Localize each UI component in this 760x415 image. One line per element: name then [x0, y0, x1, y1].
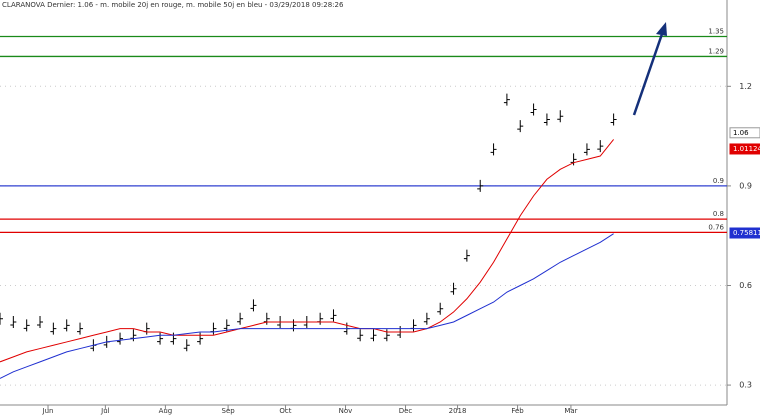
x-tick-label: Aug	[159, 407, 173, 415]
price-bar	[130, 329, 137, 342]
price-bar	[423, 312, 430, 325]
price-bar	[610, 113, 617, 126]
price-flag	[729, 227, 760, 239]
x-tick-label: Jun	[42, 407, 54, 415]
price-bar	[23, 319, 30, 332]
price-flag-label: 1.06	[733, 129, 749, 137]
level-label: 1.29	[708, 47, 724, 55]
moving-average	[0, 139, 615, 363]
price-bar	[37, 316, 44, 329]
x-tick-label: Mar	[564, 407, 577, 415]
level-label: 1.35	[708, 28, 724, 36]
price-bar	[530, 103, 537, 116]
y-tick-label: 0.6	[739, 281, 752, 290]
price-bar	[557, 110, 564, 123]
price-bar	[463, 249, 470, 262]
x-tick-label: Jul	[100, 407, 110, 415]
price-bar	[183, 339, 190, 352]
price-bar	[357, 329, 364, 342]
y-tick-label: 0.3	[739, 381, 752, 390]
price-bar	[383, 329, 390, 342]
y-tick-label: 0.9	[739, 181, 752, 190]
price-bar	[63, 319, 70, 332]
price-bar	[170, 332, 177, 345]
price-bar	[50, 322, 57, 335]
price-bar	[210, 322, 217, 335]
price-bar	[10, 316, 17, 329]
x-tick-label: 2018	[449, 407, 467, 415]
price-bar	[597, 140, 604, 153]
x-tick-label: Nov	[339, 407, 353, 415]
price-bar	[77, 322, 84, 335]
price-bar	[543, 113, 550, 126]
price-bar	[317, 312, 324, 325]
x-tick-label: Sep	[222, 407, 236, 415]
level-label: 0.76	[708, 223, 724, 231]
price-bar	[517, 120, 524, 133]
price-bar	[490, 143, 497, 156]
price-bar	[330, 309, 337, 322]
price-bar	[117, 332, 124, 345]
price-bar	[370, 329, 377, 342]
price-bar	[157, 332, 164, 345]
price-flag	[729, 143, 760, 155]
price-bar	[410, 319, 417, 332]
price-flag-label: 0.75811	[733, 229, 760, 237]
price-bar	[583, 143, 590, 156]
price-bar	[437, 302, 444, 315]
price-flag	[729, 127, 760, 139]
price-flag-label: 1.01124	[733, 145, 760, 153]
price-bar	[143, 322, 150, 335]
y-tick-label: 1.2	[739, 82, 752, 91]
price-bar	[290, 319, 297, 332]
price-bar	[0, 312, 3, 325]
price-bar	[237, 312, 244, 325]
moving-average	[0, 233, 614, 379]
price-bar	[250, 299, 257, 312]
price-bar	[477, 179, 484, 192]
price-bar	[570, 153, 577, 166]
level-label: 0.8	[713, 210, 724, 218]
level-label: 0.9	[713, 177, 724, 185]
x-tick-label: Feb	[511, 407, 524, 415]
price-bar	[503, 93, 510, 106]
price-bar	[223, 319, 230, 332]
price-bar	[450, 282, 457, 295]
x-tick-label: Oct	[279, 407, 291, 415]
trend-arrow	[632, 22, 667, 116]
chart-title: CLARANOVA Dernier: 1.06 - m. mobile 20j …	[2, 1, 344, 9]
price-bar	[197, 332, 204, 345]
x-tick-label: Dec	[399, 407, 413, 415]
